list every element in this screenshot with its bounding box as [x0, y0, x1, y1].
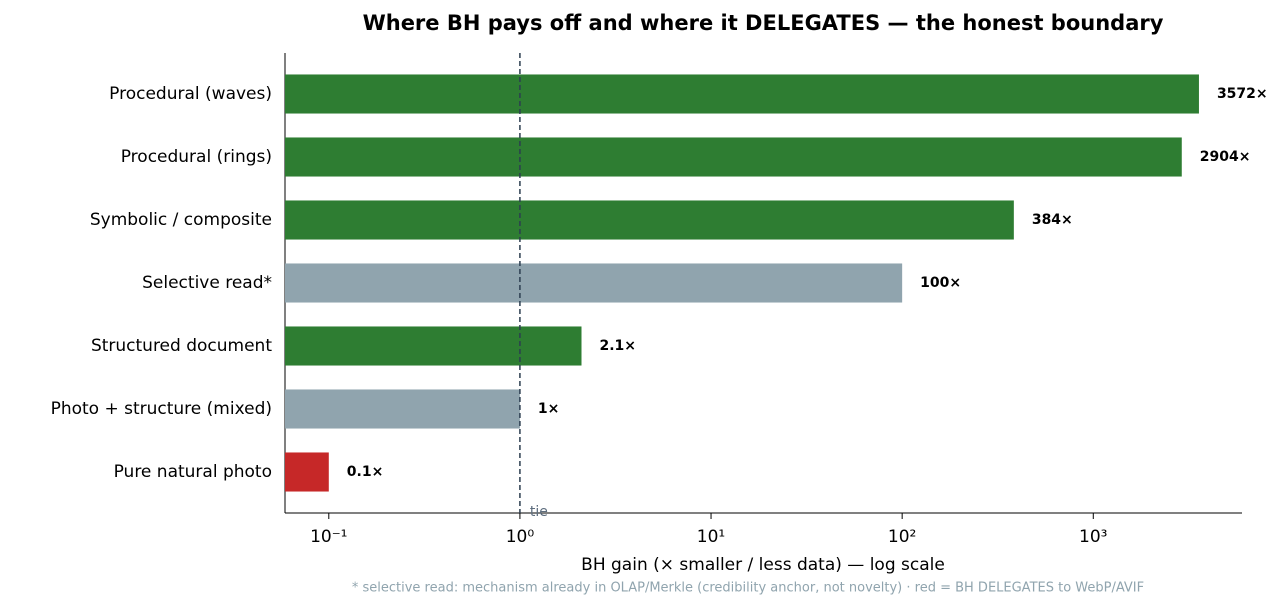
value-label: 2.1×: [599, 338, 636, 354]
chart-title: Where BH pays off and where it DELEGATES…: [363, 11, 1164, 35]
bar: [285, 200, 1014, 240]
bar: [285, 389, 520, 429]
value-label: 0.1×: [347, 464, 384, 480]
value-label: 384×: [1032, 212, 1073, 228]
value-label: 2904×: [1200, 149, 1251, 165]
y-tick-label: Symbolic / composite: [90, 210, 272, 230]
y-tick-label: Selective read*: [142, 273, 272, 293]
y-tick-label: Procedural (waves): [109, 84, 272, 104]
x-tick-label: 10²: [888, 527, 916, 547]
bar: [285, 137, 1182, 177]
bar: [285, 452, 329, 492]
y-tick-label: Photo + structure (mixed): [51, 399, 272, 419]
y-tick-label: Procedural (rings): [121, 147, 272, 167]
value-label: 3572×: [1217, 86, 1268, 102]
bar: [285, 74, 1199, 114]
y-tick-label: Structured document: [91, 336, 272, 356]
reference-label: tie: [530, 504, 548, 520]
value-label: 100×: [920, 275, 961, 291]
x-tick-label: 10⁰: [506, 527, 535, 547]
value-label: 1×: [538, 401, 559, 417]
x-tick-label: 10⁻¹: [310, 527, 347, 547]
bar: [285, 326, 582, 366]
bar: [285, 263, 903, 303]
footnote: * selective read: mechanism already in O…: [352, 581, 1144, 596]
x-tick-label: 10¹: [697, 527, 725, 547]
x-tick-label: 10³: [1079, 527, 1107, 547]
y-tick-label: Pure natural photo: [114, 462, 272, 482]
x-axis-label: BH gain (× smaller / less data) — log sc…: [581, 555, 945, 575]
